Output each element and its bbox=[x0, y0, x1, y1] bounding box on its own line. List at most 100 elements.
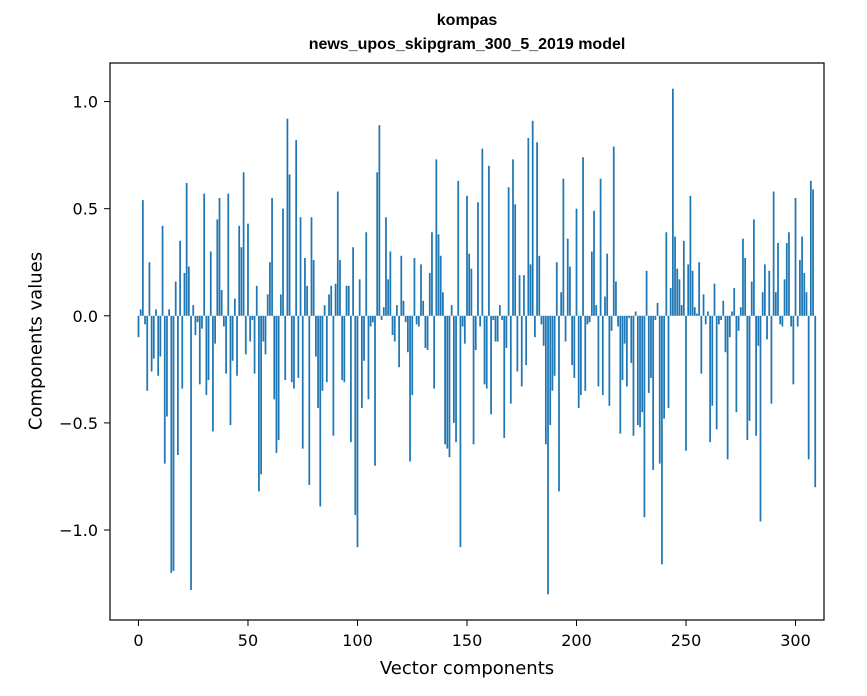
bar bbox=[284, 315, 287, 381]
bar bbox=[247, 223, 249, 316]
bar bbox=[196, 315, 199, 323]
bar bbox=[542, 315, 545, 346]
bar bbox=[323, 305, 326, 316]
bar bbox=[286, 118, 289, 316]
bar bbox=[560, 292, 563, 316]
bar bbox=[181, 315, 184, 389]
bar bbox=[325, 315, 328, 383]
bar bbox=[356, 315, 359, 548]
bar bbox=[192, 305, 195, 316]
bar bbox=[555, 262, 558, 316]
bar bbox=[490, 315, 492, 415]
bar bbox=[479, 315, 482, 327]
bar bbox=[772, 191, 775, 316]
bar bbox=[582, 157, 584, 316]
bar bbox=[315, 315, 317, 357]
bar bbox=[702, 294, 705, 316]
bar bbox=[409, 315, 411, 462]
bar bbox=[529, 264, 532, 316]
bar bbox=[269, 262, 271, 316]
bar bbox=[650, 315, 652, 378]
bar bbox=[766, 315, 768, 340]
bar bbox=[413, 257, 416, 316]
y-tick-label: 1.0 bbox=[73, 93, 98, 112]
bar bbox=[380, 315, 383, 321]
bar bbox=[240, 247, 243, 316]
bar bbox=[363, 315, 365, 361]
bar bbox=[538, 255, 541, 316]
bar bbox=[663, 315, 665, 419]
y-tick-label: 0.0 bbox=[73, 307, 98, 326]
bar bbox=[672, 88, 674, 316]
bar bbox=[534, 315, 536, 338]
bar bbox=[700, 315, 703, 374]
bar bbox=[498, 305, 501, 316]
bar bbox=[761, 292, 764, 316]
bar bbox=[144, 315, 146, 325]
x-tick-label: 150 bbox=[452, 631, 483, 650]
bar bbox=[310, 217, 313, 316]
bar bbox=[400, 255, 403, 316]
bar bbox=[428, 272, 431, 316]
bar bbox=[477, 202, 479, 316]
bar bbox=[509, 315, 512, 404]
bar bbox=[358, 279, 361, 316]
bar bbox=[304, 257, 306, 316]
bar bbox=[709, 315, 711, 443]
bar bbox=[161, 225, 164, 316]
bar bbox=[317, 315, 319, 408]
bar bbox=[354, 315, 357, 516]
bar bbox=[619, 315, 622, 434]
bar bbox=[223, 315, 225, 327]
bar bbox=[172, 315, 175, 571]
bar bbox=[251, 315, 254, 321]
bar bbox=[468, 253, 471, 316]
bar bbox=[722, 300, 725, 316]
bar bbox=[352, 247, 354, 316]
bar bbox=[779, 315, 782, 325]
bar bbox=[553, 315, 556, 376]
bar bbox=[141, 200, 144, 316]
bar bbox=[481, 148, 484, 316]
bar bbox=[146, 315, 149, 391]
bar bbox=[264, 315, 267, 355]
bar bbox=[724, 315, 727, 353]
bar bbox=[166, 315, 168, 417]
y-axis-ticks: −1.0 −0.5 0.0 0.5 1.0 bbox=[59, 93, 110, 540]
bar bbox=[540, 315, 543, 325]
bar bbox=[216, 219, 219, 316]
bar bbox=[628, 315, 630, 318]
bar bbox=[503, 315, 506, 438]
bar bbox=[417, 315, 420, 327]
bar bbox=[457, 180, 460, 316]
bar bbox=[282, 208, 284, 316]
bar bbox=[262, 315, 265, 342]
x-tick-label: 300 bbox=[780, 631, 811, 650]
bar bbox=[599, 178, 602, 316]
bar bbox=[459, 315, 462, 548]
bar bbox=[450, 305, 453, 316]
x-tick-label: 100 bbox=[342, 631, 373, 650]
bar bbox=[580, 315, 582, 396]
bar bbox=[812, 189, 814, 316]
bar bbox=[374, 315, 376, 466]
x-tick-label: 0 bbox=[133, 631, 143, 650]
bar bbox=[523, 275, 525, 316]
bar bbox=[575, 208, 578, 316]
bar bbox=[371, 315, 374, 323]
bar bbox=[654, 315, 657, 321]
bar bbox=[687, 264, 690, 316]
bar bbox=[260, 315, 262, 475]
bar bbox=[715, 315, 718, 430]
bar bbox=[328, 294, 330, 316]
bar bbox=[566, 238, 569, 316]
bar bbox=[696, 313, 698, 316]
bar bbox=[586, 315, 589, 325]
bar bbox=[726, 315, 729, 460]
bar bbox=[185, 182, 188, 316]
bar bbox=[496, 315, 499, 342]
bar bbox=[312, 260, 315, 316]
bar bbox=[639, 315, 641, 428]
bar bbox=[378, 125, 381, 316]
bar bbox=[485, 315, 488, 389]
